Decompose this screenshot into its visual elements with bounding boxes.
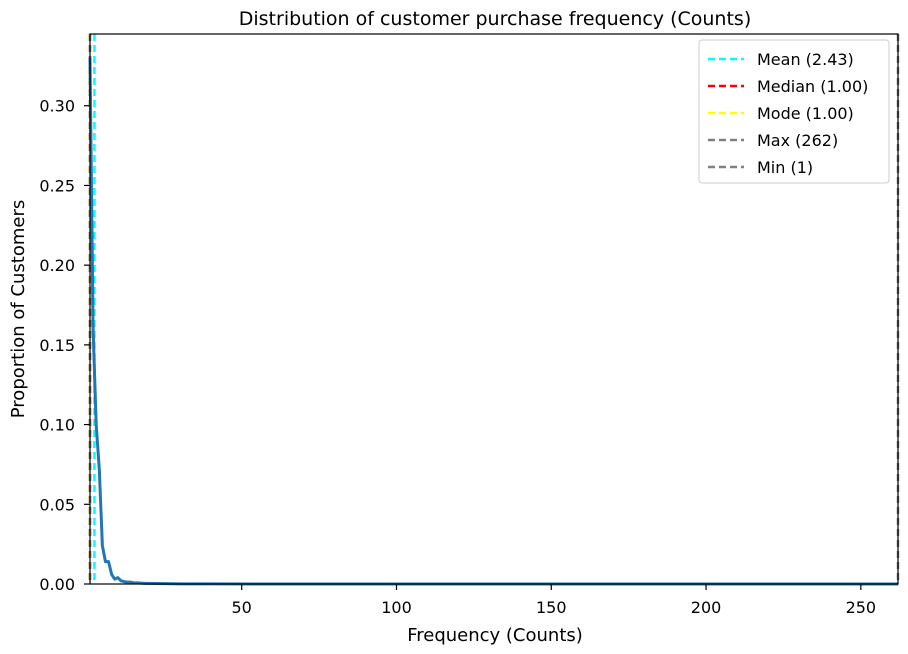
y-tick-label-3: 0.15	[39, 336, 75, 355]
legend: Mean (2.43) Median (1.00) Mode (1.00) Max (…	[698, 39, 890, 184]
y-tick-label-5: 0.25	[39, 176, 75, 195]
y-tick-label-6: 0.30	[39, 97, 75, 116]
y-axis-ticks: 0.00 0.05 0.10 0.15 0.20 0.25 0.30	[39, 97, 90, 594]
legend-label-3: Max (262)	[757, 131, 838, 150]
legend-label-4: Min (1)	[757, 158, 813, 177]
y-tick-label-0: 0.00	[39, 575, 75, 594]
legend-box	[698, 39, 890, 184]
x-tick-label-1: 100	[381, 598, 412, 617]
x-axis-ticks: 50 100 150 200 250	[232, 584, 877, 617]
y-axis-label: Proportion of Customers	[8, 200, 29, 418]
axes-frame	[89, 33, 899, 585]
y-tick-label-2: 0.10	[39, 416, 75, 435]
legend-label-0: Mean (2.43)	[757, 50, 854, 69]
x-tick-label-3: 200	[691, 598, 722, 617]
x-axis-label: Frequency (Counts)	[407, 625, 583, 646]
legend-label-2: Mode (1.00)	[757, 104, 854, 123]
legend-label-1: Median (1.00)	[757, 77, 868, 96]
y-tick-label-4: 0.20	[39, 256, 75, 275]
x-tick-label-2: 150	[536, 598, 567, 617]
x-tick-label-4: 250	[846, 598, 877, 617]
chart-title: Distribution of customer purchase freque…	[239, 8, 752, 30]
y-tick-label-1: 0.05	[39, 495, 75, 514]
x-tick-label-0: 50	[232, 598, 252, 617]
